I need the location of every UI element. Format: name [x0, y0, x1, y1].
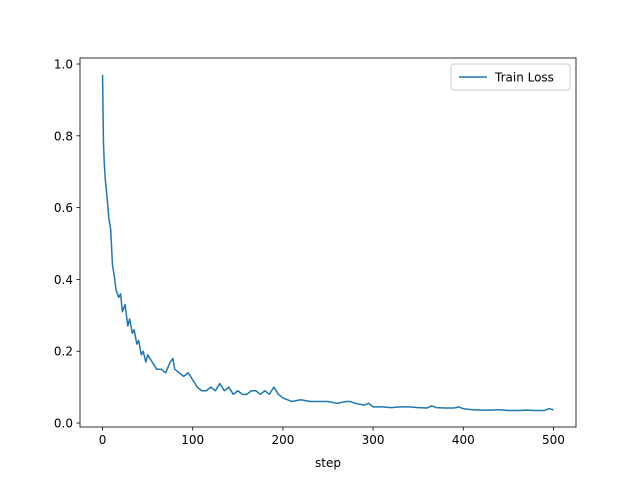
y-tick-label: 0.8	[54, 129, 73, 143]
x-tick-label: 400	[452, 433, 475, 447]
x-tick-label: 100	[181, 433, 204, 447]
legend-label: Train Loss	[494, 71, 554, 85]
y-tick-label: 0.0	[54, 417, 73, 431]
legend-box	[450, 63, 571, 91]
x-axis-label: step	[315, 456, 341, 470]
x-tick-label: 300	[362, 433, 385, 447]
x-tick-label: 200	[271, 433, 294, 447]
x-tick-label: 500	[542, 433, 565, 447]
y-tick-label: 1.0	[54, 57, 73, 71]
plot-frame	[79, 57, 577, 428]
y-tick-label: 0.2	[54, 345, 73, 359]
x-tick-label: 0	[99, 433, 107, 447]
series-line	[101, 74, 554, 412]
y-tick-label: 0.6	[54, 201, 73, 215]
y-tick-label: 0.4	[54, 273, 73, 287]
